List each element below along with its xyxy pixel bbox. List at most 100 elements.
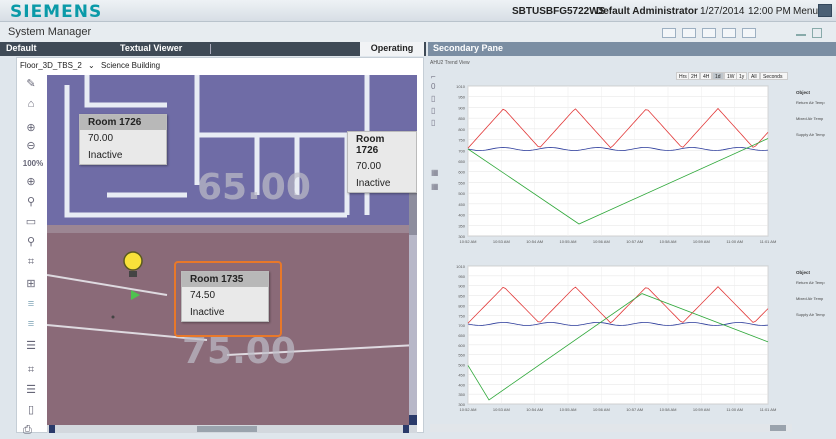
trend-grid-icon-2[interactable]: ▦ bbox=[431, 182, 439, 191]
select-area-icon[interactable]: ⌗ bbox=[27, 256, 35, 268]
series-line-mixed-air bbox=[467, 322, 769, 326]
zoom-in-icon[interactable]: ⊕ bbox=[26, 122, 36, 134]
distribute-icon[interactable]: ≡ bbox=[27, 318, 35, 330]
secondary-pane-title: Secondary Pane bbox=[428, 42, 836, 56]
tab-divider bbox=[210, 44, 211, 54]
range-button-all[interactable]: All bbox=[748, 72, 760, 80]
y-tick-label: 750 bbox=[458, 138, 465, 143]
room-temp: 70.00 bbox=[356, 161, 382, 172]
trend-grid-icon[interactable]: ▦ bbox=[431, 168, 439, 177]
layout-button-2[interactable] bbox=[682, 28, 696, 38]
layout-button-1[interactable] bbox=[662, 28, 676, 38]
room-name: Room 1726 bbox=[80, 115, 166, 130]
layout-button-4[interactable] bbox=[722, 28, 736, 38]
menu-button[interactable]: Menu bbox=[793, 6, 819, 17]
app-bar: System Manager bbox=[0, 22, 836, 42]
y-tick-label: 750 bbox=[458, 313, 465, 318]
layout-button-5[interactable] bbox=[742, 28, 756, 38]
list-icon[interactable]: ☰ bbox=[26, 340, 36, 352]
x-tick-label: 10:55 AM bbox=[560, 239, 577, 244]
zoom-level: 100% bbox=[22, 159, 44, 168]
align-icon[interactable]: ≡ bbox=[27, 298, 35, 310]
y-tick-label: 1010 bbox=[456, 264, 466, 269]
y-tick-label: 500 bbox=[458, 191, 465, 196]
legend-entry: Supply Air Temp bbox=[796, 312, 826, 317]
range-button-2h[interactable]: 2H bbox=[688, 72, 701, 80]
x-tick-label: 10:58 AM bbox=[660, 239, 677, 244]
room-card-1726b[interactable]: Room 1726 70.00 Inactive bbox=[347, 131, 417, 193]
y-tick-label: 400 bbox=[458, 213, 465, 218]
trend-scrollbar[interactable] bbox=[430, 424, 792, 432]
document-icon[interactable]: ▯ bbox=[27, 404, 35, 416]
dropdown-icon[interactable] bbox=[818, 4, 832, 17]
mode-button[interactable]: Operating bbox=[360, 42, 424, 56]
app-title: System Manager bbox=[8, 26, 92, 38]
legend-entry: Mixed Air Temp bbox=[796, 296, 824, 301]
room-temp: 70.00 bbox=[88, 133, 114, 144]
series-line-return-air bbox=[467, 286, 769, 324]
scroll-right-icon[interactable] bbox=[403, 425, 409, 433]
trend-chart-2[interactable]: 1010 950 900 850 800 750 700 650 600 550 500 450 400… bbox=[444, 262, 836, 422]
zoom-out-icon[interactable]: ⊖ bbox=[26, 140, 36, 152]
series-line-return-air bbox=[467, 107, 769, 149]
x-tick-label: 10:58 AM bbox=[660, 407, 677, 412]
trend-page-icon-3[interactable]: ▯ bbox=[431, 118, 436, 127]
floor-plan-scene[interactable]: 65.00 75.00 Room 1726 70.00 Inactive Roo… bbox=[47, 75, 417, 425]
trend-page-icon[interactable]: ▯ bbox=[431, 94, 436, 103]
bounding-icon[interactable]: ⌗ bbox=[27, 364, 35, 376]
trend-tool-icon[interactable]: ⌐ bbox=[431, 72, 436, 81]
time: 12:00 PM bbox=[748, 6, 791, 17]
x-tick-label: 10:56 AM bbox=[593, 407, 610, 412]
frame-icon[interactable]: ▭ bbox=[25, 216, 37, 228]
legend-entry: Supply Air Temp bbox=[796, 132, 826, 137]
trend-zero-icon[interactable]: 0 bbox=[431, 82, 436, 91]
room-status: Inactive bbox=[190, 307, 225, 318]
zoom-fit-icon[interactable]: ⊕ bbox=[26, 176, 36, 188]
breadcrumb-building[interactable]: Science Building bbox=[100, 61, 161, 70]
y-tick-label: 900 bbox=[458, 105, 465, 110]
scroll-left-icon[interactable] bbox=[49, 425, 55, 433]
menu-lines-icon[interactable]: ☰ bbox=[26, 384, 36, 396]
trend-chart-1[interactable]: 1010 950 900 850 800 750 700 650 600 550 500 450 400… bbox=[444, 82, 836, 254]
zone-temp-upper: 65.00 bbox=[197, 167, 311, 208]
range-button-1d[interactable]: 1d bbox=[712, 72, 724, 80]
legend-entry: Return Air Temp bbox=[796, 100, 825, 105]
y-tick-label: 650 bbox=[458, 333, 465, 338]
date: 1/27/2014 bbox=[700, 6, 745, 17]
room-card-1726a[interactable]: Room 1726 70.00 Inactive bbox=[79, 114, 167, 165]
pen-icon[interactable]: ✎ bbox=[26, 78, 36, 90]
layers-icon[interactable]: ⊞ bbox=[26, 278, 36, 290]
x-tick-label: 10:52 AM bbox=[460, 239, 477, 244]
y-tick-label: 400 bbox=[458, 382, 465, 387]
horizontal-scrollbar[interactable] bbox=[47, 425, 417, 433]
print-icon[interactable]: ⎙ bbox=[23, 424, 32, 436]
scroll-thumb[interactable] bbox=[197, 426, 257, 432]
range-button-seconds[interactable]: Seconds bbox=[760, 72, 788, 80]
range-button-4h[interactable]: 4H bbox=[700, 72, 713, 80]
room-card-1735[interactable]: Room 1735 74.50 Inactive bbox=[181, 271, 269, 322]
range-button-1y[interactable]: 1y bbox=[736, 72, 748, 80]
minimize-icon[interactable] bbox=[796, 30, 806, 36]
home-icon[interactable]: ⌂ bbox=[27, 98, 35, 110]
x-tick-label: 11:01 AM bbox=[760, 239, 777, 244]
trend-scroll-thumb[interactable] bbox=[770, 425, 786, 431]
magnify-icon[interactable]: ⚲ bbox=[26, 196, 36, 208]
tab-textual-viewer[interactable]: Textual Viewer bbox=[120, 43, 183, 53]
user-name[interactable]: Default Administrator bbox=[596, 6, 698, 17]
x-tick-label: 10:57 AM bbox=[626, 407, 643, 412]
y-tick-label: 800 bbox=[458, 127, 465, 132]
layout-button-3[interactable] bbox=[702, 28, 716, 38]
series-line-supply-air bbox=[467, 138, 769, 225]
y-tick-label: 700 bbox=[458, 148, 465, 153]
maximize-icon[interactable] bbox=[812, 28, 822, 38]
tab-default[interactable]: Default bbox=[6, 43, 37, 53]
brand-logo: SIEMENS bbox=[10, 2, 103, 22]
breadcrumb-chevron-icon: ⌄ bbox=[88, 61, 95, 70]
trend-view-label: AHU2 Trend View bbox=[430, 60, 470, 66]
breadcrumb-location[interactable]: Floor_3D_TBS_2 bbox=[20, 61, 82, 70]
x-tick-label: 10:55 AM bbox=[560, 407, 577, 412]
legend-title: Object bbox=[796, 270, 811, 275]
trend-page-icon-2[interactable]: ▯ bbox=[431, 106, 436, 115]
tab-row: Default Textual Viewer Operating bbox=[0, 42, 426, 56]
magnify-icon-2[interactable]: ⚲ bbox=[26, 236, 36, 248]
